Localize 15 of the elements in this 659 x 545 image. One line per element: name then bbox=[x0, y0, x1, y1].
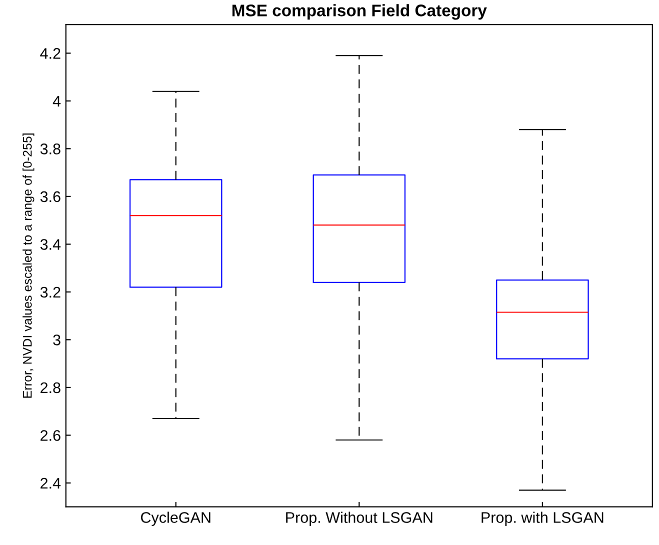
y-tick-label: 3.8 bbox=[40, 144, 60, 154]
y-tick-label: 4 bbox=[52, 96, 61, 106]
y-tick-label: 3.6 bbox=[40, 191, 60, 202]
y-tick-label: 4.2 bbox=[40, 48, 60, 59]
x-tick-label: Prop. Without LSGAN bbox=[286, 512, 432, 526]
x-tick-label: CycleGAN bbox=[140, 512, 210, 526]
chart-title: MSE comparison Field Category bbox=[232, 4, 487, 20]
y-tick-label: 2.6 bbox=[40, 430, 60, 441]
y-tick-label: 3.2 bbox=[40, 286, 60, 298]
y-tick-label: 3.4 bbox=[40, 239, 61, 250]
y-tick-label: 3 bbox=[53, 334, 60, 346]
y-tick-label: 2.8 bbox=[40, 382, 60, 394]
x-tick-label: Prop. with LSGAN bbox=[482, 512, 604, 526]
y-axis-title: Error, NVDI values escaled to a range of [0-255] bbox=[22, 134, 34, 398]
y-tick-label: 2.4 bbox=[40, 478, 61, 489]
